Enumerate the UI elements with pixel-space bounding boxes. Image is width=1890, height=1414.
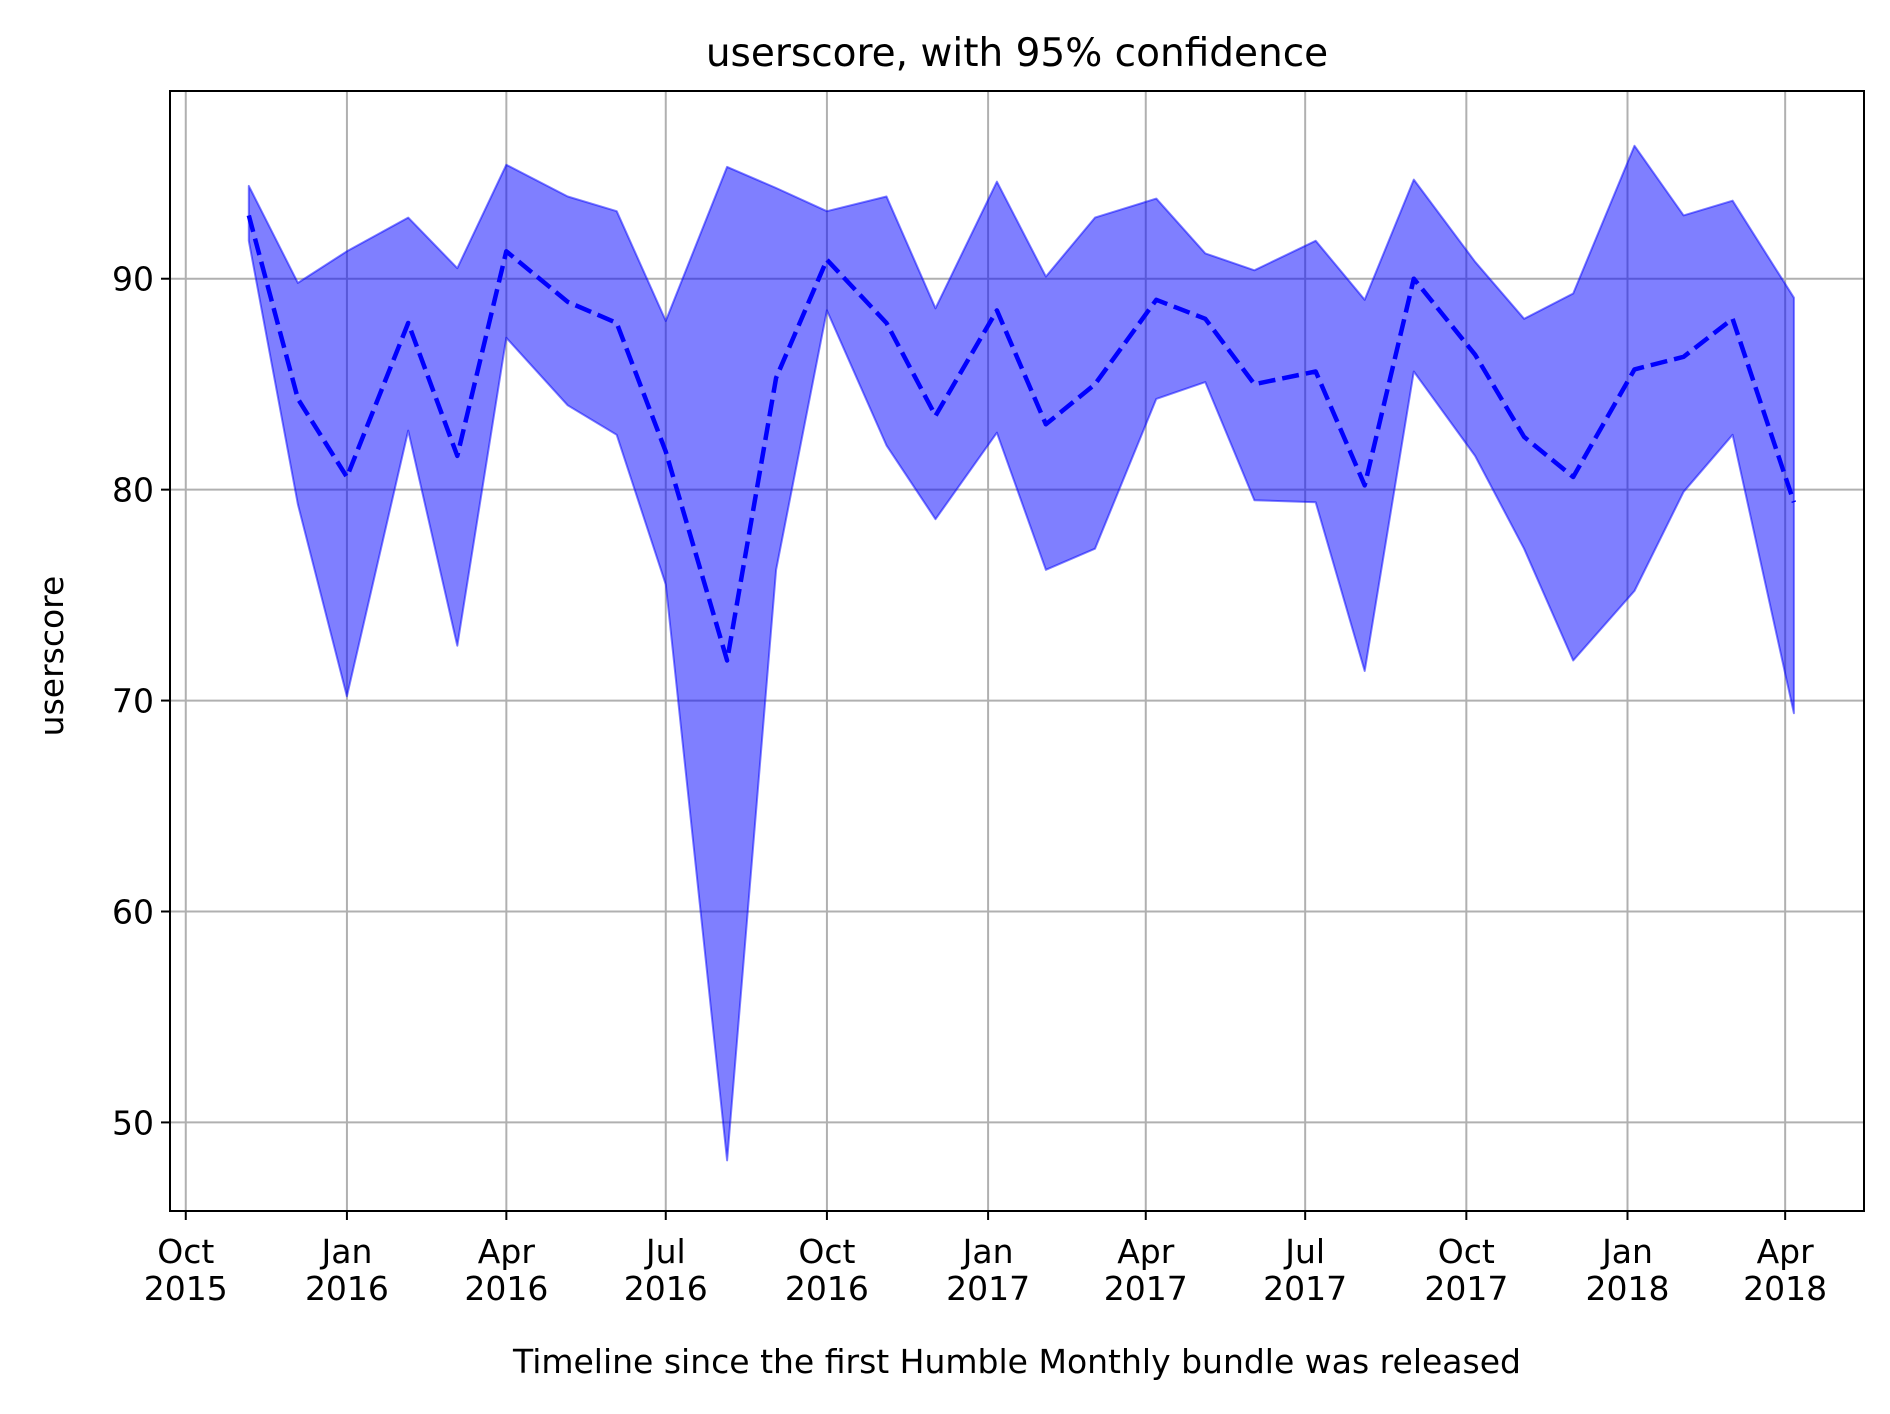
y-axis-label: userscore — [32, 576, 71, 737]
x-tick-label: Oct 2017 — [1424, 1232, 1508, 1308]
y-tick-label: 60 — [112, 892, 154, 931]
ticks: Oct 2015 Jan 2016 Apr 2016 Jul 2016 Oct 2016 Jan 20… — [112, 260, 1827, 1308]
x-tick-label: Apr 2016 — [464, 1232, 548, 1308]
x-tick-label: Apr 2018 — [1743, 1232, 1827, 1308]
mean-line — [246, 214, 1797, 663]
plot-frame — [169, 90, 1865, 1212]
x-tick-label: Apr 2017 — [1104, 1232, 1188, 1308]
x-axis-label: Timeline since the first Humble Monthly … — [512, 1342, 1521, 1381]
x-tick-label: Jan 2016 — [305, 1232, 389, 1308]
x-tick-label: Jul 2016 — [624, 1232, 708, 1308]
y-tick-label: 50 — [112, 1103, 154, 1142]
y-tick-label: 80 — [112, 471, 154, 510]
x-tick-label: Jul 2017 — [1263, 1232, 1347, 1308]
confidence-band — [247, 144, 1795, 1162]
y-tick-label: 70 — [112, 682, 154, 721]
mean-line-layer — [246, 214, 1797, 663]
x-tick-label: Oct 2015 — [144, 1232, 228, 1308]
confidence-band-layer — [247, 144, 1795, 1162]
chart-title: userscore, with 95% confidence — [706, 31, 1328, 76]
x-tick-label: Jan 2018 — [1586, 1232, 1670, 1308]
x-tick-label: Jan 2017 — [946, 1232, 1030, 1308]
x-tick-label: Oct 2016 — [785, 1232, 869, 1308]
y-tick-label: 90 — [112, 260, 154, 299]
